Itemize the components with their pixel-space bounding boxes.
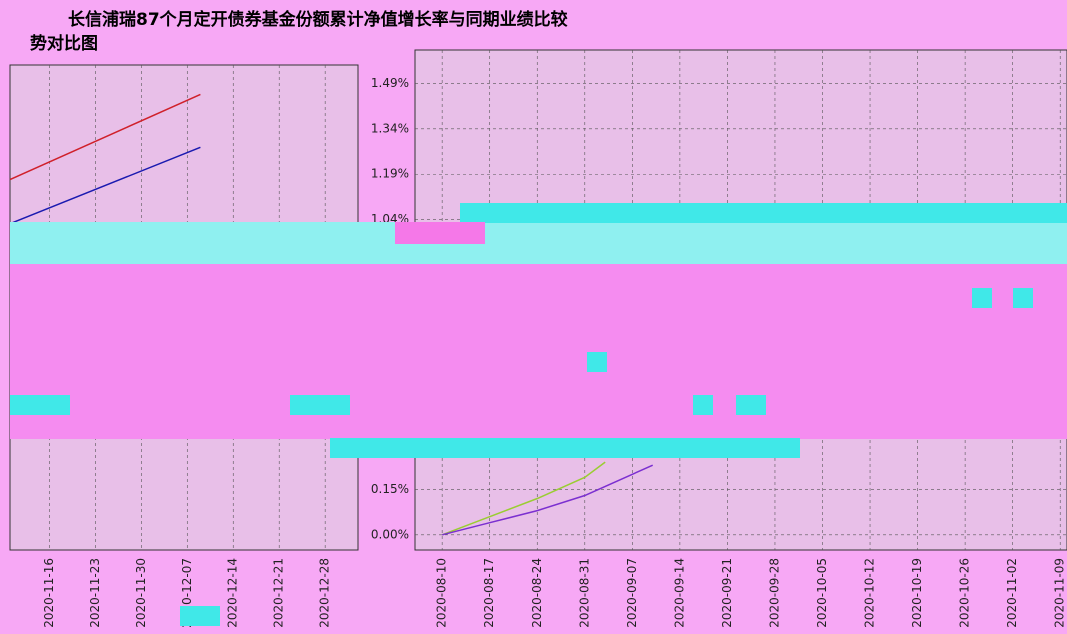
x-tick-label: 2020-11-02 xyxy=(1005,558,1019,628)
x-tick-label: 2020-10-05 xyxy=(815,558,829,628)
x-tick-label: 2020-11-09 xyxy=(1053,558,1067,628)
y-tick-label: 1.49% xyxy=(371,76,409,90)
x-tick-label: 2020-12-28 xyxy=(318,558,332,628)
x-tick-label: 2020-09-28 xyxy=(767,558,781,628)
x-tick-label: 2020-09-07 xyxy=(625,558,639,628)
y-tick-label: 0.00% xyxy=(371,527,409,541)
chart-title: 长信浦瑞87个月定开债券基金份额累计净值增长率与同期业绩比较 xyxy=(68,9,568,30)
x-tick-label: 2020-09-14 xyxy=(672,558,686,628)
x-tick-label: 2020-10-26 xyxy=(958,558,972,628)
x-tick-label: 2020-11-23 xyxy=(88,558,102,628)
x-tick-label: 2020-08-10 xyxy=(435,558,449,628)
y-tick-label: 0.15% xyxy=(371,482,409,496)
x-tick-label: 2020-11-16 xyxy=(42,558,56,628)
x-tick-label: 2020-10-12 xyxy=(863,558,877,628)
chart: 长信浦瑞87个月定开债券基金份额累计净值增长率与同期业绩比较 势对比图 2020… xyxy=(0,0,1067,634)
x-tick-label: 2020-08-31 xyxy=(577,558,591,628)
x-tick-label: 2020-08-17 xyxy=(482,558,496,628)
y-tick-label: 1.19% xyxy=(371,167,409,181)
x-tick-label: 2020-08-24 xyxy=(530,558,544,628)
chart-subtitle: 势对比图 xyxy=(30,33,98,54)
y-tick-label: 1.34% xyxy=(371,121,409,135)
x-tick-label: 2020-11-30 xyxy=(134,558,148,628)
x-tick-label: 2020-12-21 xyxy=(272,558,286,628)
x-tick-label: 2020-09-21 xyxy=(720,558,734,628)
x-tick-label: 2020-12-14 xyxy=(226,558,240,628)
x-tick-label: 2020-10-19 xyxy=(910,558,924,628)
